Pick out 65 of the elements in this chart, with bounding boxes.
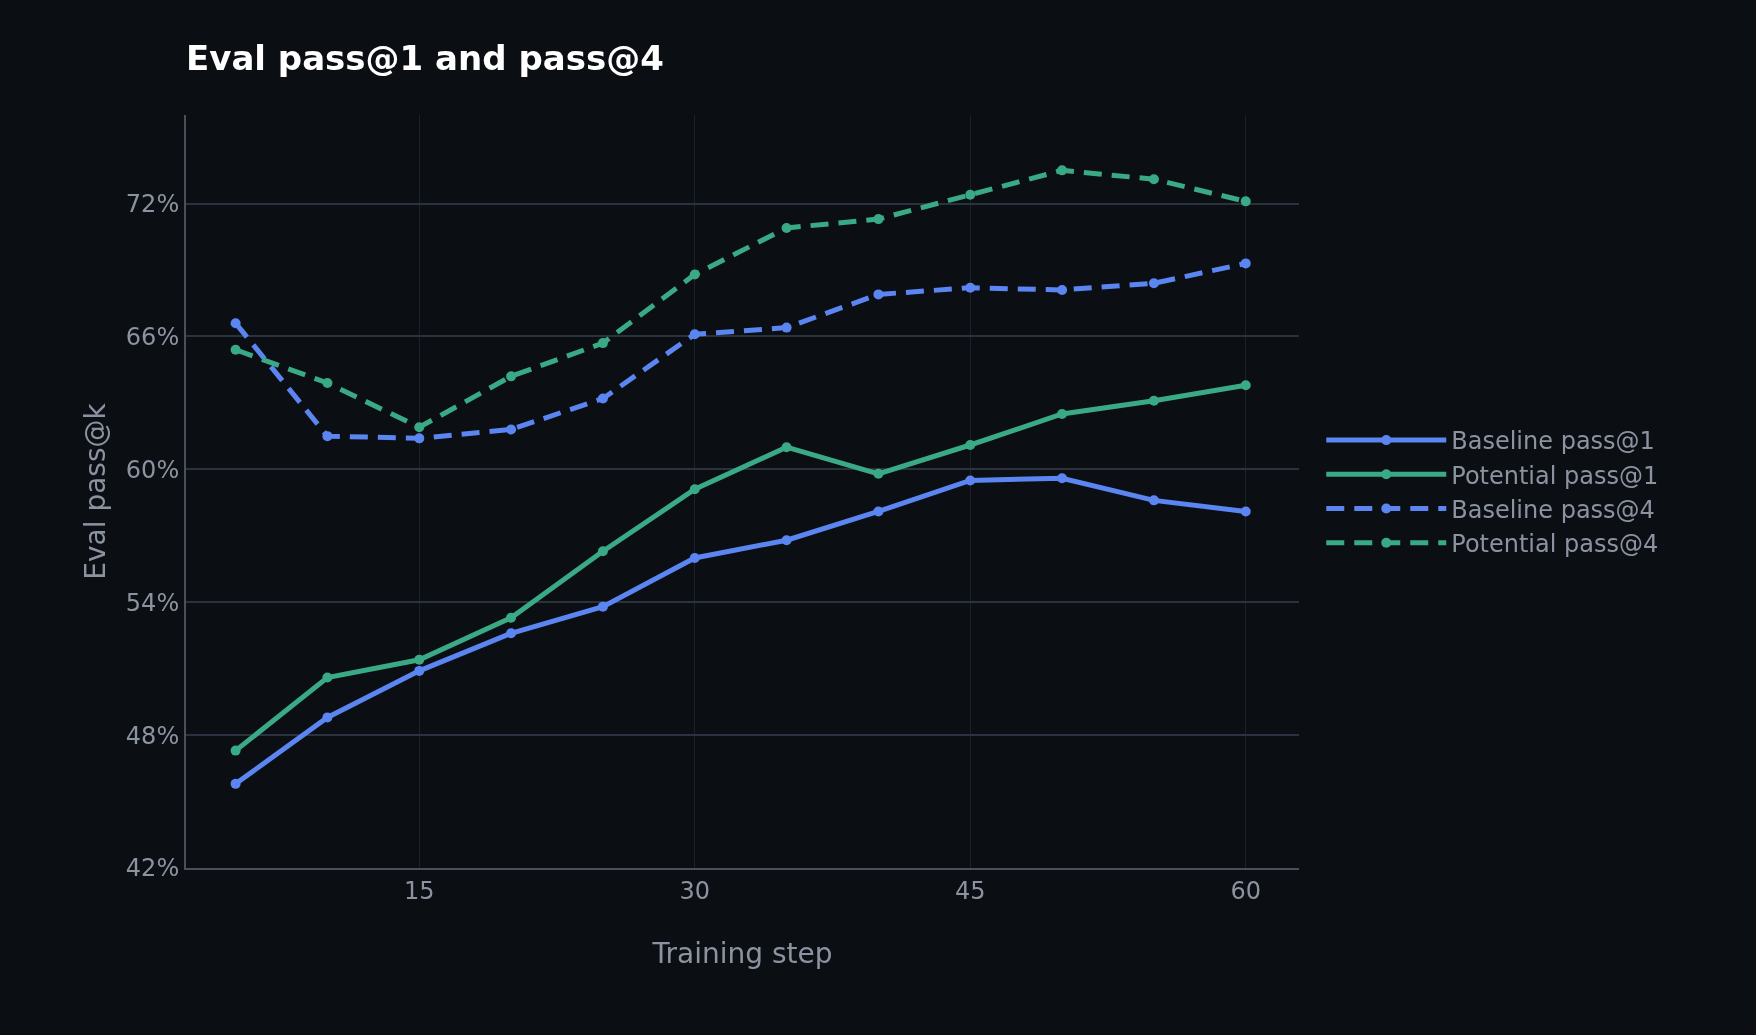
point	[1057, 408, 1068, 419]
point	[873, 468, 884, 479]
point	[1057, 473, 1068, 484]
point	[322, 672, 333, 683]
point	[1057, 284, 1068, 295]
point	[230, 318, 241, 329]
point	[965, 282, 976, 293]
y-tick-label: 42%	[125, 854, 180, 883]
x-axis-title: Training step	[651, 937, 833, 971]
point	[597, 546, 608, 557]
x-tick-label: 45	[954, 876, 986, 905]
point	[1240, 196, 1251, 207]
point	[414, 654, 425, 665]
point	[1148, 278, 1159, 289]
point	[1057, 165, 1068, 176]
point	[230, 778, 241, 789]
point	[1148, 395, 1159, 406]
point	[781, 442, 792, 453]
x-tick-label: 15	[403, 876, 435, 905]
point	[873, 289, 884, 300]
point	[414, 422, 425, 433]
point	[597, 601, 608, 612]
point	[689, 329, 700, 340]
point	[965, 189, 976, 200]
point	[506, 628, 517, 639]
point	[781, 322, 792, 333]
x-tick-label: 60	[1230, 876, 1262, 905]
point	[689, 552, 700, 563]
point	[322, 377, 333, 388]
point	[597, 338, 608, 349]
y-tick-label: 66%	[125, 322, 180, 351]
point	[506, 612, 517, 623]
point	[597, 393, 608, 404]
point	[689, 484, 700, 495]
legend-label: Baseline pass@1	[1451, 427, 1655, 456]
legend-label: Potential pass@1	[1451, 461, 1659, 490]
point	[1240, 506, 1251, 517]
chart-title: Eval pass@1 and pass@4	[186, 38, 664, 79]
point	[873, 506, 884, 517]
y-tick-label: 48%	[125, 721, 180, 750]
point	[1148, 495, 1159, 506]
point	[781, 222, 792, 233]
point	[414, 665, 425, 676]
x-tick-label: 30	[679, 876, 711, 905]
y-tick-label: 54%	[125, 588, 180, 617]
point	[1148, 174, 1159, 185]
point	[965, 439, 976, 450]
y-tick-label: 72%	[125, 189, 180, 218]
point	[781, 535, 792, 546]
point	[414, 433, 425, 444]
y-tick-label: 60%	[125, 455, 180, 484]
point	[322, 712, 333, 723]
point	[230, 745, 241, 756]
point	[689, 269, 700, 280]
point	[873, 214, 884, 225]
point	[506, 371, 517, 382]
legend-label: Baseline pass@4	[1451, 495, 1655, 524]
point	[1240, 258, 1251, 269]
point	[965, 475, 976, 486]
point	[506, 424, 517, 435]
legend-label: Potential pass@4	[1451, 530, 1659, 559]
point	[1240, 380, 1251, 391]
y-axis-title: Eval pass@k	[79, 402, 113, 580]
point	[322, 431, 333, 442]
point	[230, 344, 241, 355]
